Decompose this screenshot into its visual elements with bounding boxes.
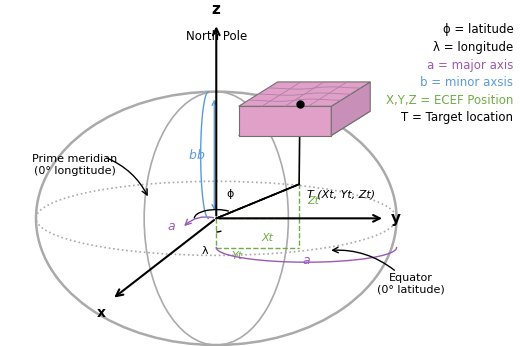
- Text: a: a: [167, 220, 175, 233]
- Text: Prime meridian
(0° longtitude): Prime meridian (0° longtitude): [32, 154, 118, 175]
- Text: Equator
(0° latitude): Equator (0° latitude): [377, 273, 445, 294]
- Text: X,Y,Z = ECEF Position: X,Y,Z = ECEF Position: [386, 94, 514, 107]
- Text: Zt: Zt: [307, 196, 319, 206]
- Text: a = major axis: a = major axis: [427, 58, 514, 72]
- Polygon shape: [238, 82, 370, 106]
- Text: b: b: [197, 148, 205, 162]
- Text: λ = longitude: λ = longitude: [433, 41, 514, 54]
- Polygon shape: [238, 106, 331, 136]
- Text: b = minor axsis: b = minor axsis: [420, 76, 514, 89]
- Text: b: b: [189, 148, 197, 162]
- Text: T (Xt, Yt, Zt): T (Xt, Yt, Zt): [307, 189, 375, 199]
- Polygon shape: [331, 82, 370, 136]
- Text: λ: λ: [201, 246, 208, 256]
- Text: z: z: [212, 2, 220, 17]
- Text: x: x: [97, 306, 106, 320]
- Text: Yt: Yt: [231, 251, 242, 261]
- Text: ϕ: ϕ: [226, 189, 233, 199]
- Text: ϕ = latitude: ϕ = latitude: [443, 24, 514, 36]
- Text: y: y: [391, 211, 401, 226]
- Text: T = Target location: T = Target location: [402, 111, 514, 124]
- Polygon shape: [238, 111, 370, 136]
- Text: a: a: [303, 254, 310, 267]
- Text: North Pole: North Pole: [186, 30, 247, 43]
- Text: Xt: Xt: [261, 233, 273, 243]
